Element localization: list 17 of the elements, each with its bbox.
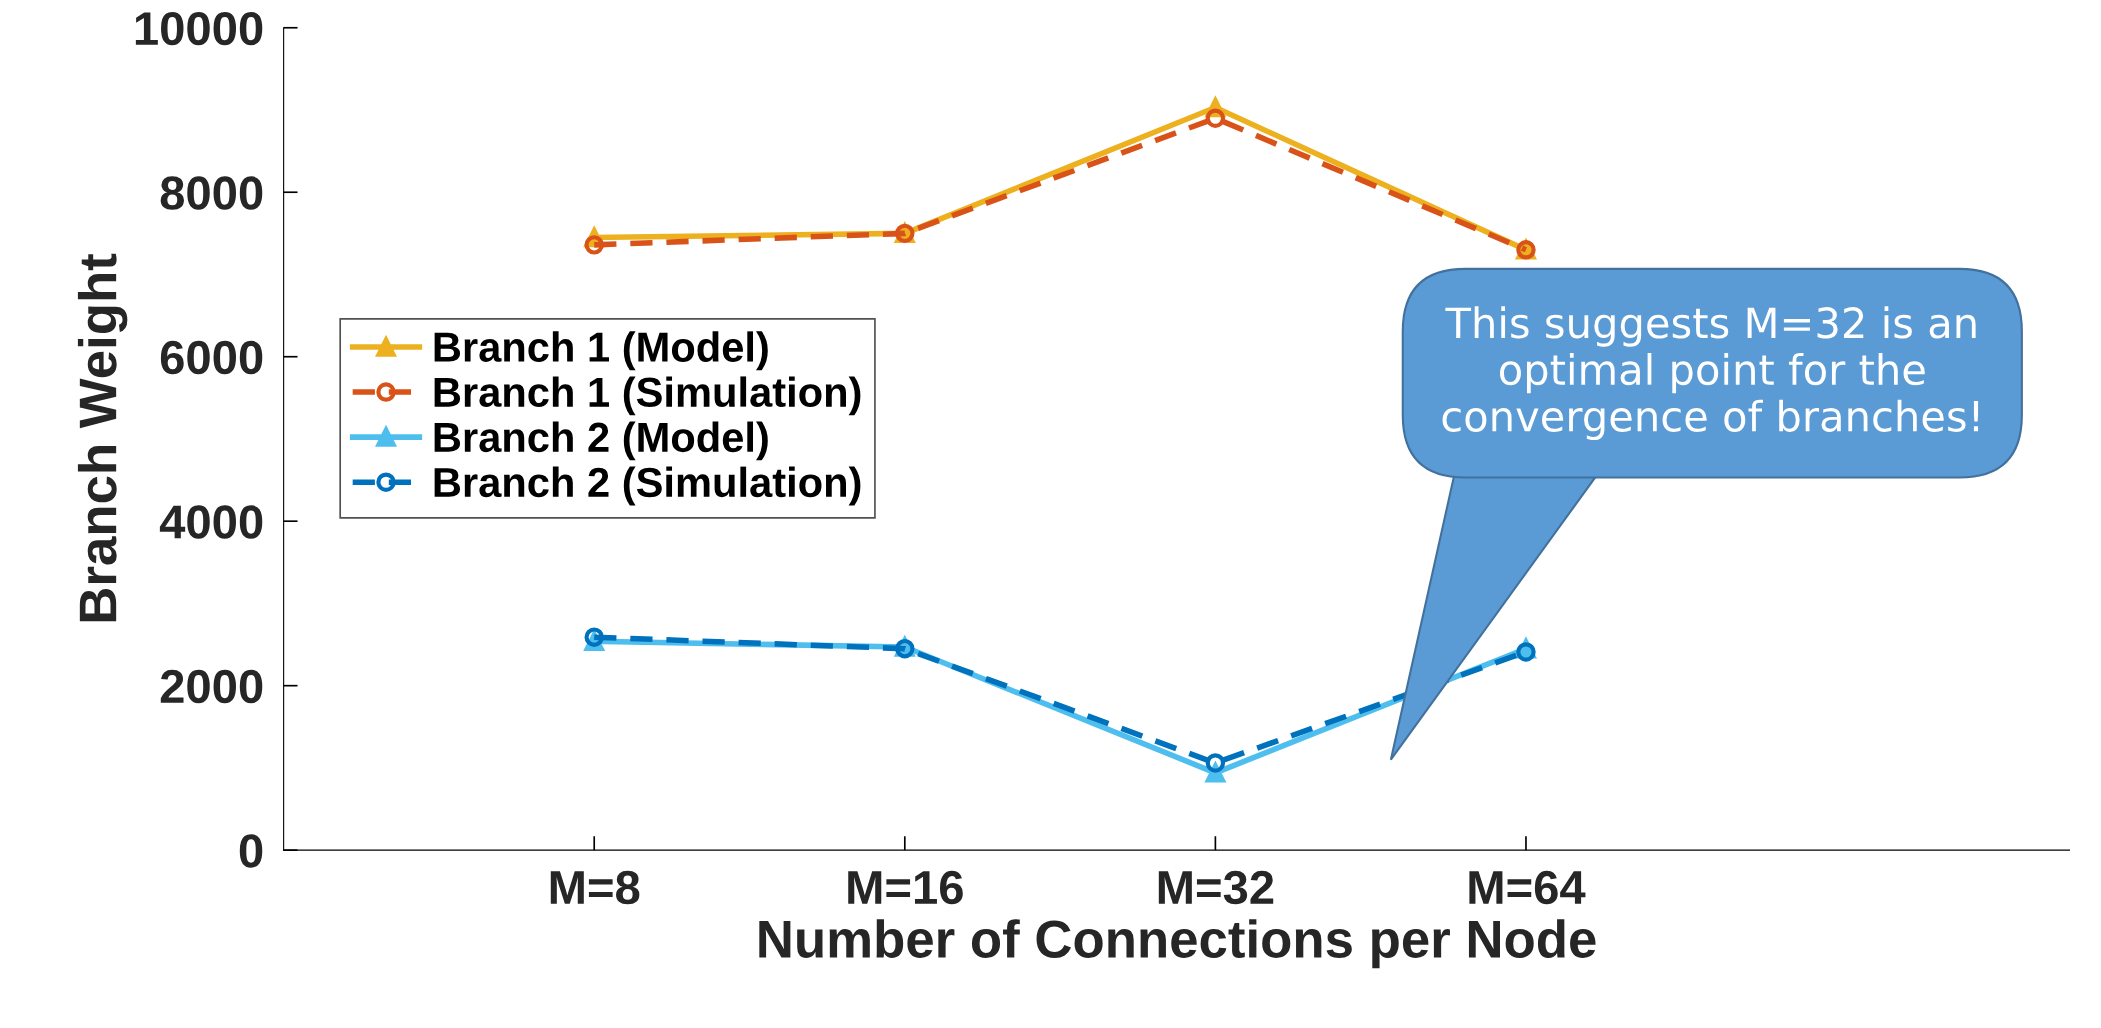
x-tick-label: M=8 [550, 870, 640, 905]
y-tick-label: 10000 [135, 11, 263, 46]
y-tick-label: 4000 [159, 505, 263, 539]
legend-label: Branch 2 (Simulation) [434, 466, 861, 506]
legend-label: Branch 1 (Simulation) [434, 376, 861, 416]
x-tick-label: M=64 [1469, 870, 1586, 905]
annotation: This suggests M=32 is an optimal point for the convergence of branches! [1442, 306, 1979, 440]
y-tick-label: 6000 [160, 340, 263, 375]
x-axis-title: Number of Connections per Node [759, 919, 1596, 969]
x-tick-label: M=32 [1158, 870, 1274, 905]
y-tick-label: 2000 [160, 669, 263, 704]
y-axis-title: Branch Weight [77, 253, 128, 622]
y-tick-label: 0 [239, 834, 263, 868]
legend-label: Branch 1 (Model) [434, 331, 768, 371]
y-tick-label: 8000 [160, 176, 263, 210]
legend-label: Branch 2 (Model) [434, 421, 768, 461]
x-tick-label: M=16 [848, 870, 963, 905]
